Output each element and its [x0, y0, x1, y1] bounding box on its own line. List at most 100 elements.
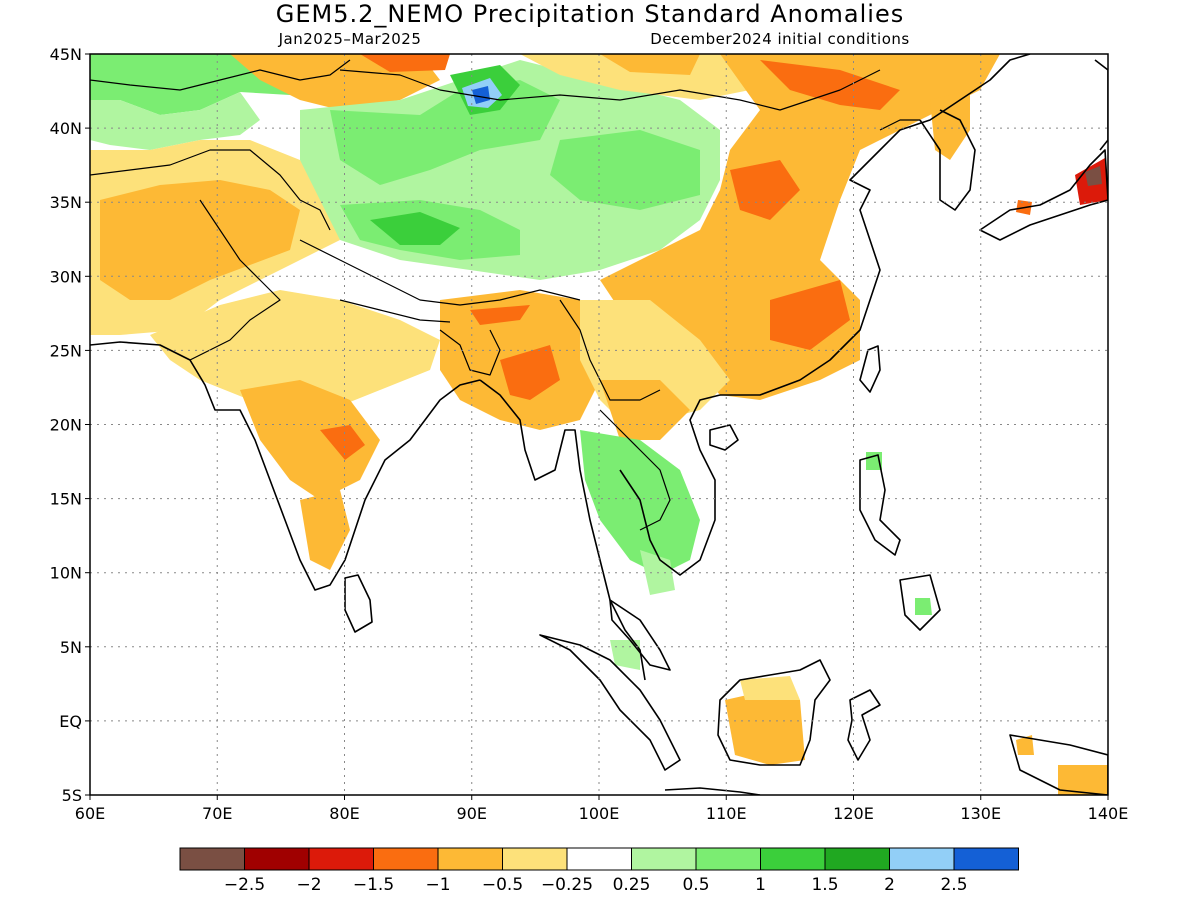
coastline-borneo [717, 659, 831, 766]
y-tick-label: 35N [50, 193, 82, 212]
coastline-java [664, 787, 761, 795]
y-tick-label: 45N [50, 45, 82, 64]
colorbar-label: −1.5 [353, 875, 394, 895]
shade-darkorange-east-china-north [760, 60, 900, 110]
colorbar-label: 0.25 [613, 875, 651, 895]
x-tick-label: 120E [833, 804, 874, 823]
initial-conditions-label: December2024 initial conditions [650, 30, 909, 48]
colorbar-swatch [953, 847, 1019, 871]
shade-brown-japan [1085, 166, 1102, 186]
colorbar-swatch [760, 847, 826, 871]
shade-lightgreen-sumatra [610, 640, 640, 670]
colorbar-label: −2 [296, 875, 321, 895]
colorbar-swatch [631, 847, 697, 871]
coastline-burma [479, 379, 646, 681]
shade-lightgreen-central-asia [90, 92, 260, 150]
shade-orange-borneo [725, 690, 805, 765]
x-tick-label: 90E [457, 804, 487, 823]
shade-darkgreen-tibet [370, 212, 460, 245]
shade-orange-india-center [240, 380, 380, 500]
coastline-south-china [720, 54, 1031, 396]
border-central-asia [90, 59, 351, 91]
colorbar-label: −1 [425, 875, 450, 895]
y-tick-label: EQ [59, 712, 82, 731]
colorbar-label: −0.25 [541, 875, 593, 895]
colorbar-label: −0.5 [482, 875, 523, 895]
shade-darkorange-burma [500, 345, 560, 400]
colorbar-swatch [566, 847, 632, 871]
colorbar: −2.5 −2 −1.5 −1 −0.5 −0.25 0.25 0.5 1 1.5 2 2.5 [179, 847, 1019, 895]
coastline-malay [609, 599, 671, 671]
colorbar-swatch [889, 847, 955, 871]
x-tick-label: 60E [75, 804, 105, 823]
y-tick-label: 5N [60, 638, 82, 657]
border-burma-china [559, 299, 661, 401]
period-label: Jan2025–Mar2025 [278, 30, 422, 48]
x-tick-label: 110E [706, 804, 747, 823]
figure-title: GEM5.2_NEMO Precipitation Standard Anoma… [276, 0, 904, 28]
shade-orange-mongolia-2 [600, 54, 700, 75]
shade-yellow-north-india [150, 290, 440, 420]
x-tick-label: 140E [1088, 804, 1129, 823]
shade-orange-mongolia [520, 54, 760, 100]
axis-ticks: 60E 70E 80E 90E 100E 110E 120E 130E 140E 45N 40N 35… [50, 45, 1129, 823]
colorbar-label: −2.5 [224, 875, 265, 895]
border-korea-china [879, 119, 920, 131]
colorbar-label: 0.5 [682, 875, 709, 895]
x-tick-label: 80E [329, 804, 359, 823]
coastline-sulawesi [847, 689, 881, 761]
map-plot-area [90, 54, 1108, 795]
colorbar-swatch [179, 847, 245, 871]
colorbar-label: 2 [884, 875, 895, 895]
colorbar-label: 1.5 [811, 875, 838, 895]
coastline-new-guinea [1009, 734, 1108, 795]
border-himalaya [299, 239, 581, 306]
shade-orange-newguinea-2 [1016, 735, 1034, 755]
shade-green-philippines-2 [915, 598, 932, 615]
shade-darkorange-east-china-mid [730, 160, 800, 220]
border-indochina [599, 409, 671, 531]
y-tick-label: 15N [50, 490, 82, 509]
shade-blue-mongolia [472, 86, 490, 104]
y-tick-label: 40N [50, 119, 82, 138]
shade-darkorange-south-china [770, 280, 850, 350]
shade-darkorange-north [360, 54, 450, 72]
x-tick-label: 70E [202, 804, 232, 823]
shade-orange-newguinea [1058, 765, 1108, 795]
colorbar-swatch [502, 847, 568, 871]
shade-orange-west [100, 180, 300, 300]
shade-darkorange-korea [930, 90, 970, 160]
shade-orange-india-north [320, 425, 365, 460]
coastline-taiwan [859, 345, 881, 393]
shade-orange-east-china [600, 54, 1000, 400]
coastlines [90, 54, 1108, 795]
colorbar-swatch [373, 847, 439, 871]
coastline-south-asia [90, 341, 481, 591]
border-bangladesh [439, 329, 501, 376]
coastline-japan [979, 149, 1108, 241]
y-tick-label: 20N [50, 416, 82, 435]
coastline-mindanao [899, 574, 941, 631]
x-tick-label: 130E [960, 804, 1001, 823]
x-tick-label: 100E [579, 804, 620, 823]
border-nepal [339, 299, 451, 323]
gridlines [90, 54, 1108, 795]
colorbar-swatch [244, 847, 310, 871]
y-tick-label: 10N [50, 564, 82, 583]
coastline-korea [919, 109, 976, 211]
y-tick-label: 25N [50, 341, 82, 360]
border-iran-afghan [90, 149, 331, 231]
border-mongolia [339, 69, 881, 111]
colorbar-swatch [824, 847, 890, 871]
coastline-sri-lanka [344, 574, 373, 633]
country-borders [90, 59, 920, 531]
shade-green-mongolia-east [550, 130, 700, 210]
shade-orange-india-south [300, 490, 350, 570]
border-pakistan-india [189, 199, 281, 361]
shade-light-orange-borneo [740, 676, 800, 700]
coastline-sumatra [539, 634, 681, 771]
coastline-indochina [619, 394, 721, 576]
coastline-luzon [859, 454, 901, 556]
colorbar-label: 2.5 [940, 875, 967, 895]
